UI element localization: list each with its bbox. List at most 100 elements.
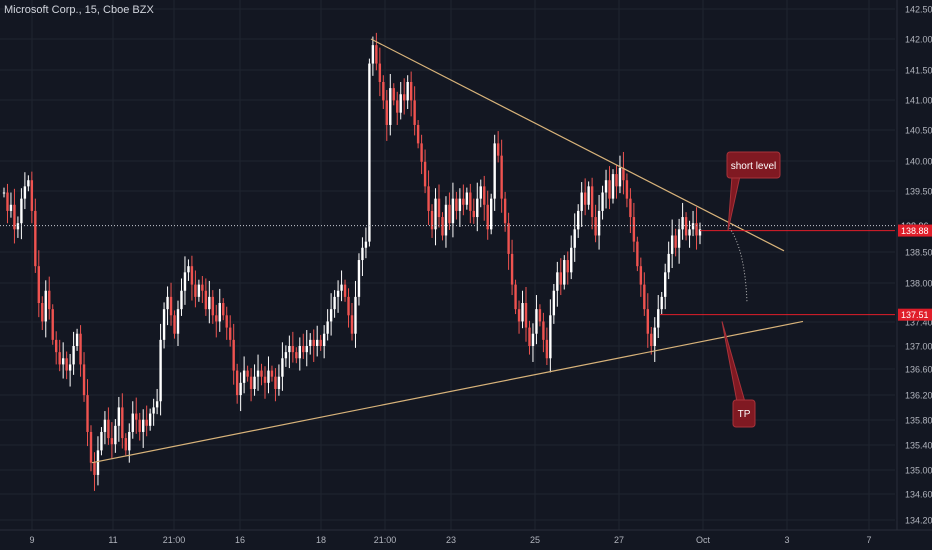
candle-body — [190, 266, 194, 285]
candle-body — [545, 339, 549, 359]
candle-body — [437, 198, 441, 218]
candle-body — [302, 346, 305, 353]
time-tick-label: 16 — [235, 535, 245, 545]
candle-body — [698, 229, 702, 236]
candle-body — [664, 272, 667, 297]
candle-body — [503, 198, 507, 224]
candle-body — [490, 198, 493, 230]
candle-body — [173, 315, 176, 334]
candle-body — [277, 376, 281, 389]
candle-body — [430, 210, 434, 230]
candle-body — [608, 180, 611, 199]
candle-body — [444, 204, 448, 236]
price-tick-label: 135.40 — [905, 441, 932, 451]
candle-body — [142, 419, 145, 432]
candle-body — [336, 290, 340, 297]
candle-body — [650, 333, 653, 346]
candle-body — [333, 296, 336, 310]
price-label: 137.51 — [901, 310, 929, 320]
candle-body — [441, 217, 444, 236]
candle-body — [152, 407, 155, 414]
candle-body — [329, 309, 333, 322]
time-axis[interactable]: 9 11 21:00 16 18 21:00 23 25 27 Oct 3 7 — [0, 529, 932, 545]
price-label-box — [898, 308, 932, 321]
candle-body — [288, 346, 291, 353]
candle-body — [514, 284, 517, 310]
candle-body — [249, 376, 253, 389]
candle-body — [48, 290, 51, 310]
candle-body — [479, 186, 482, 199]
candle-body — [409, 81, 413, 101]
candle-body — [371, 45, 375, 64]
price-tick-label: 134.60 — [905, 490, 932, 500]
candle-body — [660, 296, 663, 310]
price-tick-label: 134.20 — [905, 516, 932, 526]
candle-body — [145, 419, 148, 426]
chart-title: Microsoft Corp., 15, Cboe BZX — [4, 4, 154, 16]
price-label: 138.88 — [901, 226, 929, 236]
candle-body — [23, 186, 27, 199]
candle-body — [375, 45, 378, 64]
candle-body — [41, 303, 44, 322]
chart-callouts[interactable]: short level TP — [721, 151, 781, 428]
candle-body — [242, 370, 246, 383]
candle-body — [9, 204, 13, 211]
candle-body — [636, 241, 639, 267]
candle-body — [16, 223, 20, 230]
candle-body — [51, 309, 54, 340]
candle-body — [677, 229, 681, 248]
candle-body — [124, 438, 127, 451]
chart-drawings[interactable] — [0, 38, 895, 464]
time-tick-label: Oct — [696, 535, 711, 545]
candle-body — [493, 143, 496, 199]
candle-body — [155, 401, 159, 408]
upper-trendline[interactable] — [370, 38, 785, 252]
candle-body — [357, 260, 361, 297]
candle-body — [618, 167, 622, 187]
price-tick-label: 141.50 — [905, 66, 932, 76]
candle-body — [138, 419, 141, 432]
short-level-callout[interactable]: short level — [726, 151, 781, 231]
candle-body — [483, 186, 486, 205]
candle-body — [670, 235, 674, 254]
candle-body — [695, 223, 698, 236]
candle-body — [643, 284, 646, 310]
candle-body — [211, 296, 214, 316]
candle-body — [448, 204, 451, 224]
candle-body — [615, 174, 618, 187]
callout-label: TP — [738, 409, 751, 420]
candle-body — [472, 210, 475, 218]
candle-body — [416, 124, 420, 144]
time-tick-label: 9 — [29, 535, 34, 545]
candlestick-series — [2, 32, 702, 491]
candle-body — [194, 284, 197, 297]
candle-body — [496, 143, 500, 156]
candle-body — [260, 370, 263, 377]
candle-body — [55, 339, 58, 353]
tp-callout[interactable]: TP — [721, 321, 756, 428]
candle-body — [229, 327, 232, 340]
price-tick-label: 136.20 — [905, 391, 932, 401]
candle-body — [674, 235, 677, 248]
candle-body — [284, 352, 288, 359]
candle-body — [197, 284, 201, 297]
candle-body — [667, 253, 670, 273]
candle-body — [521, 303, 524, 322]
candle-body — [79, 333, 82, 365]
candle-body — [274, 376, 277, 389]
candle-body — [458, 198, 462, 211]
lower-trendline[interactable] — [91, 320, 804, 464]
price-tick-label: 135.80 — [905, 416, 932, 426]
candle-body — [343, 284, 347, 297]
candle-body — [218, 303, 221, 322]
price-axis[interactable]: 142.50 142.00 141.50 141.00 140.50 140.00 139.… — [896, 0, 932, 530]
price-tick-label: 142.00 — [905, 35, 932, 45]
candle-body — [535, 309, 538, 334]
candle-body — [538, 309, 542, 322]
projection-path[interactable] — [727, 225, 748, 304]
candle-body — [305, 346, 308, 353]
candle-body — [396, 100, 399, 113]
price-tick-label: 137.40 — [905, 318, 932, 328]
time-tick-label: 3 — [784, 535, 789, 545]
